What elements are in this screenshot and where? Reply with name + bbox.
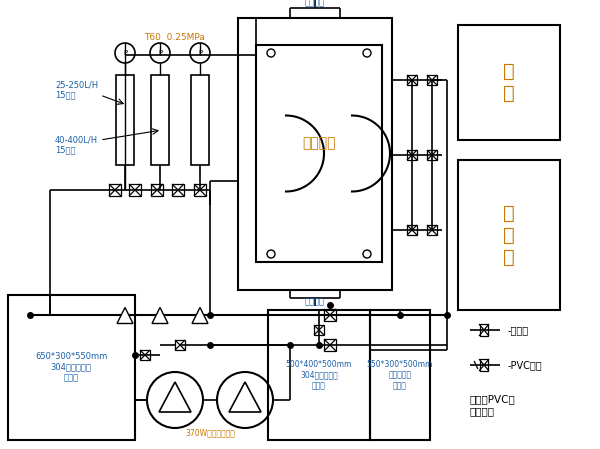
- Text: 500*400*500mm
304不锈钢水箱
浓水箱: 500*400*500mm 304不锈钢水箱 浓水箱: [286, 360, 352, 390]
- Bar: [140, 350, 150, 360]
- Bar: [151, 184, 163, 196]
- Bar: [407, 225, 417, 235]
- Bar: [480, 359, 488, 371]
- Bar: [458, 25, 560, 140]
- Text: P: P: [158, 50, 162, 56]
- Text: -铜闸阀: -铜闸阀: [508, 325, 529, 335]
- Bar: [314, 325, 324, 335]
- Bar: [458, 160, 560, 310]
- Text: 550*300*500mm
不锈钢水箱
淡水箱: 550*300*500mm 不锈钢水箱 淡水箱: [367, 360, 433, 390]
- Bar: [256, 45, 382, 262]
- Bar: [172, 184, 184, 196]
- Text: 25-250L/H
15型管: 25-250L/H 15型管: [55, 80, 98, 100]
- Text: P: P: [198, 50, 202, 56]
- Text: 冷却水进: 冷却水进: [305, 298, 325, 307]
- Bar: [116, 75, 134, 165]
- Text: 650*300*550mm
304不锈钢水箱
原水箱: 650*300*550mm 304不锈钢水箱 原水箱: [35, 352, 107, 382]
- Bar: [268, 310, 370, 440]
- Text: 40-400L/H
15型管: 40-400L/H 15型管: [55, 135, 98, 155]
- Text: -PVC球阀: -PVC球阀: [508, 360, 542, 370]
- Bar: [238, 18, 392, 290]
- Bar: [151, 75, 169, 165]
- Text: 370W不锈钢离心泵: 370W不锈钢离心泵: [185, 428, 235, 437]
- Bar: [129, 184, 141, 196]
- Text: 冷却水出: 冷却水出: [305, 0, 325, 8]
- Bar: [427, 225, 437, 235]
- Bar: [324, 309, 336, 321]
- Bar: [427, 75, 437, 85]
- Bar: [370, 310, 430, 440]
- Bar: [109, 184, 121, 196]
- Bar: [324, 339, 336, 351]
- Text: T60  0.25MPa: T60 0.25MPa: [145, 34, 205, 43]
- Text: 管道为PVC管
和硅胶管: 管道为PVC管 和硅胶管: [470, 394, 516, 416]
- Text: 电
源: 电 源: [503, 62, 515, 102]
- Polygon shape: [152, 308, 168, 323]
- Text: 电
控
箱: 电 控 箱: [503, 203, 515, 267]
- Bar: [407, 75, 417, 85]
- Text: 电渗析器: 电渗析器: [302, 136, 336, 150]
- Polygon shape: [117, 308, 133, 323]
- Bar: [194, 184, 206, 196]
- Bar: [175, 340, 185, 350]
- Polygon shape: [192, 308, 208, 323]
- Text: P: P: [123, 50, 127, 56]
- Bar: [191, 75, 209, 165]
- Bar: [8, 295, 135, 440]
- Bar: [480, 324, 488, 336]
- Bar: [407, 150, 417, 160]
- Bar: [427, 150, 437, 160]
